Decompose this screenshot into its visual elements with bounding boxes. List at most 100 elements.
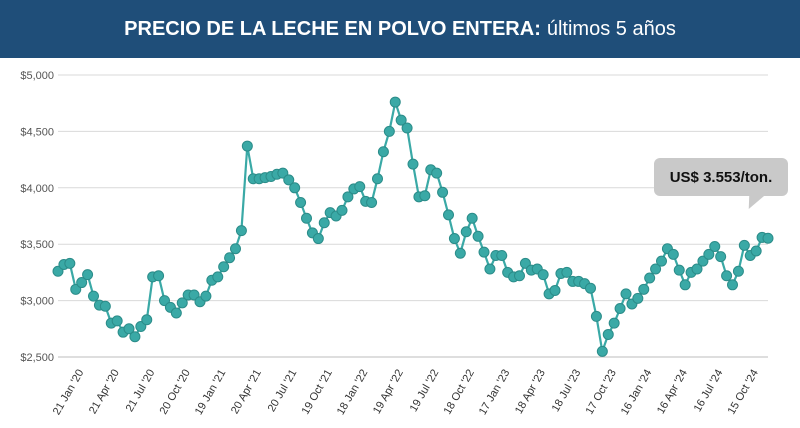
data-point xyxy=(750,245,762,257)
data-point xyxy=(212,271,224,283)
data-point xyxy=(88,290,99,302)
data-point xyxy=(218,261,230,273)
x-tick-label: 20 Oct '20 xyxy=(158,368,193,417)
data-point xyxy=(561,266,573,278)
data-point xyxy=(395,114,407,126)
data-point xyxy=(673,264,685,276)
x-tick-label: 20 Jul '21 xyxy=(266,368,300,414)
x-tick-label: 15 Oct '24 xyxy=(726,368,761,417)
y-tick-label: $3,000 xyxy=(20,296,54,308)
data-point xyxy=(496,249,508,261)
data-point xyxy=(478,246,490,258)
x-tick-label: 18 Jul '23 xyxy=(550,368,584,414)
data-point xyxy=(721,270,733,282)
x-tick-label: 19 Jul '22 xyxy=(408,368,442,414)
x-tick-label: 17 Oct '23 xyxy=(584,368,619,417)
data-point xyxy=(650,263,662,275)
data-point xyxy=(170,307,182,319)
chart-subtitle: últimos 5 años xyxy=(546,17,676,40)
x-axis-ticks: 21 Jan '20 21 Apr '20 21 Jul '20 20 Oct '20… xyxy=(51,368,761,418)
y-tick-label: $3,500 xyxy=(20,239,54,251)
data-point xyxy=(602,328,614,340)
x-tick-label: 21 Apr '20 xyxy=(87,368,122,417)
y-tick-label: $2,500 xyxy=(20,352,54,364)
y-tick-label: $5,000 xyxy=(20,70,54,82)
x-tick-label: 20 Apr '21 xyxy=(229,368,264,417)
data-point xyxy=(590,310,602,322)
x-tick-label: 19 Apr '22 xyxy=(371,368,406,417)
data-point xyxy=(99,300,111,312)
data-point xyxy=(407,158,419,170)
x-tick-label: 18 Jan '22 xyxy=(335,368,371,418)
data-point xyxy=(460,226,472,238)
chart-title: PRECIO DE LA LECHE EN POLVO ENTERA: xyxy=(124,17,541,40)
data-point xyxy=(762,232,774,244)
data-point xyxy=(76,277,88,289)
data-point xyxy=(312,233,324,245)
latest-price-callout: US$ 3.553/ton. xyxy=(654,158,788,196)
data-point xyxy=(366,196,378,208)
data-point xyxy=(283,174,295,186)
data-point xyxy=(454,247,466,259)
data-point xyxy=(549,284,561,296)
data-point xyxy=(732,265,744,277)
x-tick-label: 16 Jul '24 xyxy=(692,368,726,414)
data-point xyxy=(224,252,236,264)
data-point xyxy=(667,248,679,260)
latest-price-label: US$ 3.553/ton. xyxy=(669,168,773,186)
data-point xyxy=(389,96,401,108)
data-point xyxy=(443,209,454,221)
data-point xyxy=(383,125,395,137)
data-point xyxy=(466,212,478,224)
data-point xyxy=(709,240,721,252)
data-point xyxy=(64,257,76,269)
x-tick-label: 16 Jan '24 xyxy=(619,368,655,418)
data-point xyxy=(484,263,496,275)
data-point xyxy=(401,122,413,134)
data-point xyxy=(632,292,644,304)
data-point xyxy=(644,272,656,284)
x-tick-label: 18 Apr '23 xyxy=(513,368,548,417)
x-tick-label: 17 Jan '23 xyxy=(477,368,513,418)
data-point xyxy=(614,302,626,314)
data-point xyxy=(715,251,727,263)
y-tick-label: $4,000 xyxy=(20,183,54,195)
data-point xyxy=(738,239,750,251)
data-point xyxy=(342,191,354,203)
data-point xyxy=(141,314,153,326)
data-point xyxy=(377,146,389,158)
y-axis-ticks: $2,500 $3,000 $3,500 $4,000 $4,500 $5,000 xyxy=(20,70,54,364)
data-point xyxy=(123,323,135,335)
data-point xyxy=(727,279,738,291)
data-point xyxy=(235,225,247,237)
x-tick-label: 19 Jan '21 xyxy=(193,368,229,418)
data-point xyxy=(153,270,165,282)
data-point xyxy=(448,233,460,245)
data-point xyxy=(431,167,443,179)
data-point xyxy=(703,248,715,260)
gridlines xyxy=(58,74,768,358)
data-point xyxy=(289,182,301,194)
data-point xyxy=(318,217,330,229)
data-point xyxy=(679,279,691,291)
data-point xyxy=(656,255,667,267)
data-point xyxy=(295,196,307,208)
data-point xyxy=(691,263,703,275)
data-point xyxy=(111,315,123,327)
price-series xyxy=(52,96,774,357)
data-point xyxy=(472,230,484,242)
data-point xyxy=(419,190,431,202)
data-point xyxy=(129,331,141,343)
data-point xyxy=(514,270,525,282)
data-point xyxy=(620,288,632,300)
data-point xyxy=(354,181,366,193)
x-tick-label: 21 Jul '20 xyxy=(124,368,158,414)
data-point xyxy=(200,290,212,302)
data-point xyxy=(537,269,549,281)
data-point xyxy=(372,173,383,185)
x-tick-label: 21 Jan '20 xyxy=(51,368,87,418)
x-tick-label: 16 Apr '24 xyxy=(655,368,690,417)
data-point xyxy=(336,204,348,216)
data-point xyxy=(585,282,596,294)
data-point xyxy=(608,317,620,329)
